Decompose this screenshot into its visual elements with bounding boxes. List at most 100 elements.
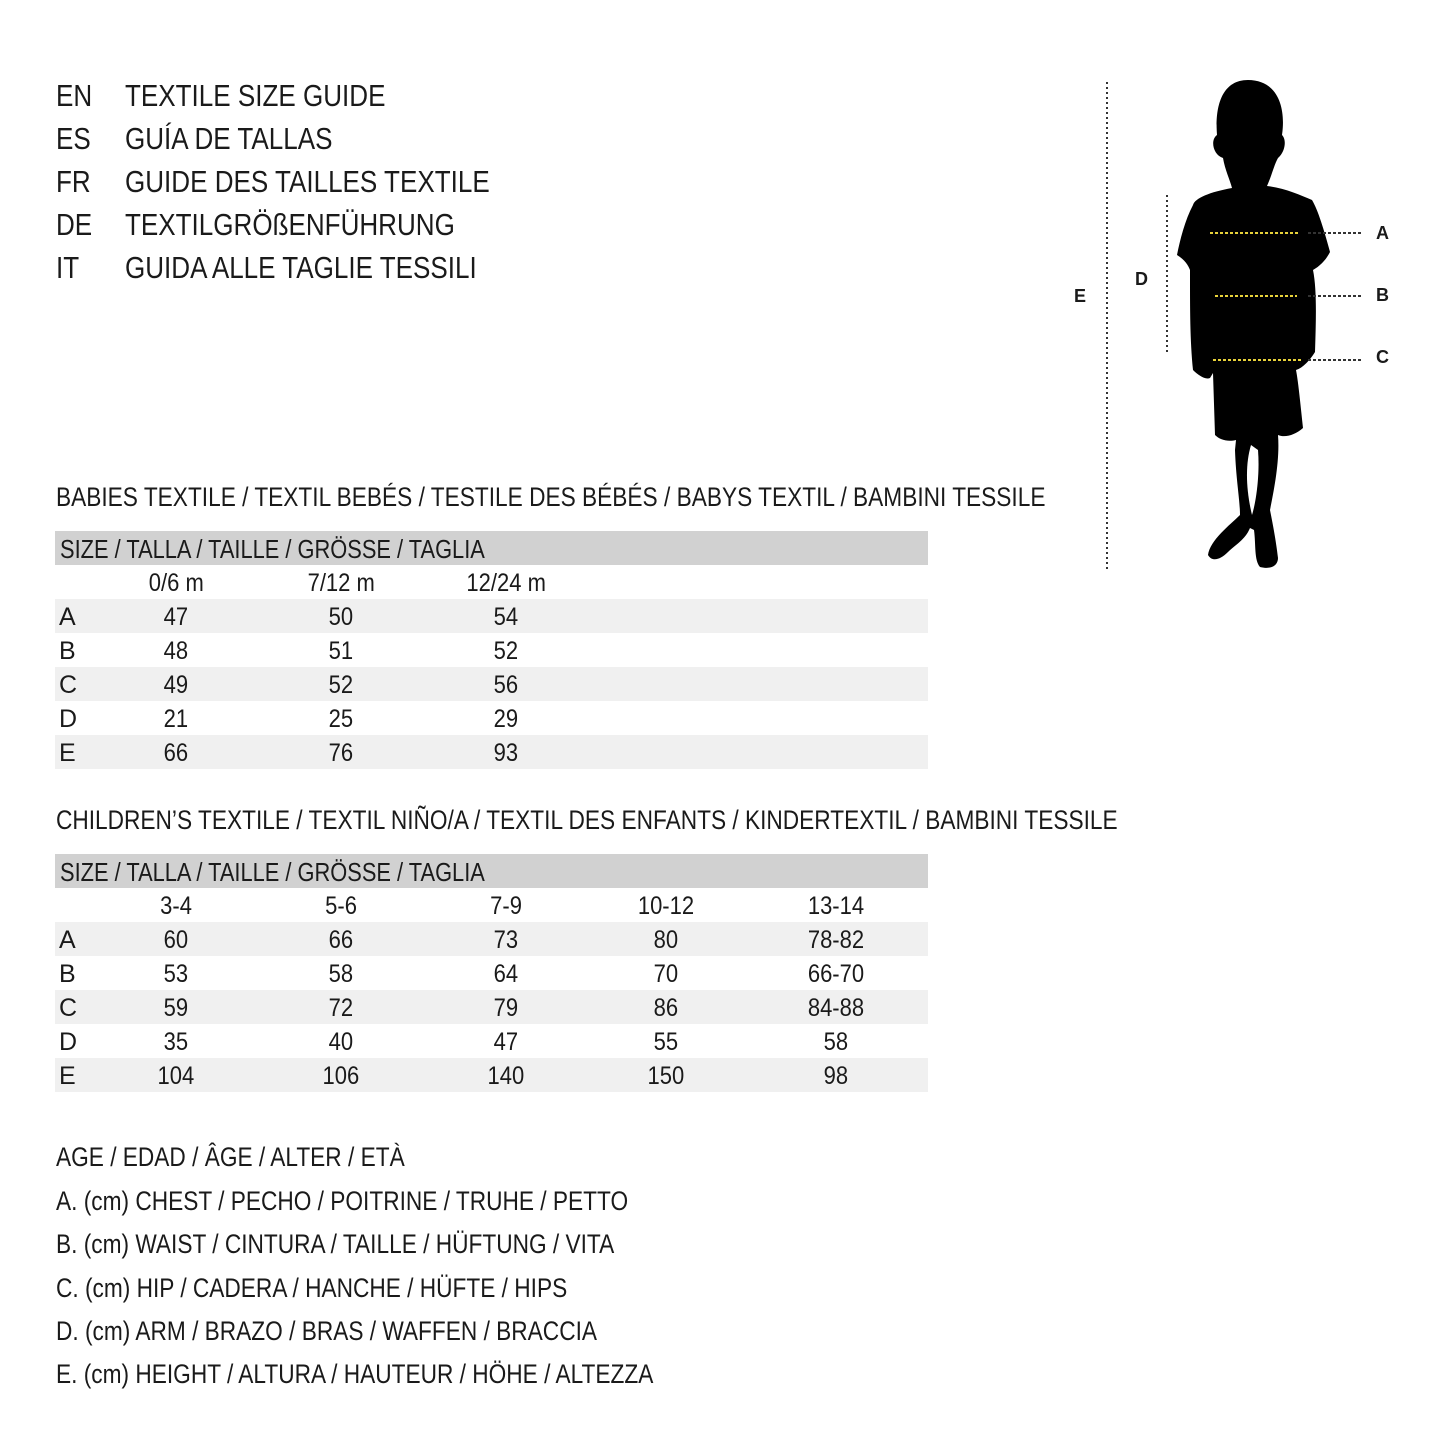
row-label: D: [59, 1028, 78, 1056]
table-row: C 49 52 56: [55, 667, 928, 701]
table-cell: 66: [163, 739, 189, 767]
table-cell: 51: [328, 637, 354, 665]
column-header: 12/24 m: [466, 569, 546, 597]
table-cell: 73: [493, 926, 519, 954]
table-cell: 53: [163, 960, 189, 988]
table-cell: 56: [493, 671, 519, 699]
table-cell: 52: [328, 671, 354, 699]
lang-code: DE: [56, 207, 93, 242]
table-row: E 66 76 93: [55, 735, 928, 769]
column-header: 10-12: [637, 892, 695, 920]
babies-heading: BABIES TEXTILE / TEXTIL BEBÉS / TESTILE …: [56, 482, 1234, 513]
row-label: A: [59, 603, 76, 631]
table-cell: 58: [328, 960, 354, 988]
children-size-table: SIZE / TALLA / TAILLE / GRÖSSE / TAGLIA …: [55, 854, 928, 1092]
table-cell: 93: [493, 739, 519, 767]
column-header: 3-4: [160, 892, 192, 920]
table-cell: 98: [823, 1062, 849, 1090]
table-cell: 78-82: [807, 926, 865, 954]
table-row: C 59 72 79 86 84-88: [55, 990, 928, 1024]
table-cell: 58: [823, 1028, 849, 1056]
label-c: C: [1376, 347, 1389, 367]
title-text: GUIDA ALLE TAGLIE TESSILI: [125, 250, 477, 285]
table-cell: 50: [328, 603, 354, 631]
table-cell: 35: [163, 1028, 189, 1056]
column-header: 0/6 m: [148, 569, 204, 597]
table-cell: 66: [328, 926, 354, 954]
lang-code: IT: [56, 250, 80, 285]
size-header: SIZE / TALLA / TAILLE / GRÖSSE / TAGLIA: [55, 531, 928, 565]
table-cell: 47: [493, 1028, 519, 1056]
column-header: 7-9: [490, 892, 522, 920]
children-heading: CHILDREN’S TEXTILE / TEXTIL NIÑO/A / TEX…: [56, 805, 1320, 836]
table-cell: 21: [163, 705, 189, 733]
table-cell: 104: [157, 1062, 195, 1090]
legend-height: E. (cm) HEIGHT / ALTURA / HAUTEUR / HÖHE…: [56, 1359, 654, 1389]
heading-text: CHILDREN’S TEXTILE / TEXTIL NIÑO/A / TEX…: [56, 805, 1118, 835]
table-cell: 150: [647, 1062, 685, 1090]
table-cell: 29: [493, 705, 519, 733]
table-cell: 25: [328, 705, 354, 733]
table-cell: 55: [653, 1028, 679, 1056]
title-text: GUÍA DE TALLAS: [125, 121, 333, 156]
column-header-row: 3-4 5-6 7-9 10-12 13-14: [55, 888, 928, 922]
table-cell: 48: [163, 637, 189, 665]
table-cell: 54: [493, 603, 519, 631]
table-cell: 59: [163, 994, 189, 1022]
legend-waist: B. (cm) WAIST / CINTURA / TAILLE / HÜFTU…: [56, 1229, 615, 1259]
table-row: A 47 50 54: [55, 599, 928, 633]
table-cell: 106: [322, 1062, 360, 1090]
row-label: C: [59, 994, 78, 1022]
table-row: D 35 40 47 55 58: [55, 1024, 928, 1058]
column-header: 5-6: [325, 892, 357, 920]
row-label: C: [59, 671, 78, 699]
table-cell: 40: [328, 1028, 354, 1056]
child-silhouette-figure: A B C D E: [1060, 70, 1400, 580]
label-a: A: [1376, 223, 1389, 243]
legend-chest: A. (cm) CHEST / PECHO / POITRINE / TRUHE…: [56, 1186, 629, 1216]
child-silhouette-icon: [1106, 80, 1362, 572]
title-text: TEXTILE SIZE GUIDE: [125, 78, 386, 113]
table-row: D 21 25 29: [55, 701, 928, 735]
row-label: B: [59, 960, 76, 988]
lang-code: EN: [56, 78, 93, 113]
row-label: A: [59, 926, 76, 954]
table-cell: 79: [493, 994, 519, 1022]
legend-age: AGE / EDAD / ÂGE / ALTER / ETÀ: [56, 1142, 405, 1172]
title-text: TEXTILGRÖßENFÜHRUNG: [125, 207, 455, 242]
label-e: E: [1074, 286, 1087, 306]
table-cell: 49: [163, 671, 189, 699]
table-cell: 80: [653, 926, 679, 954]
row-label: E: [59, 1062, 76, 1090]
legend-hip: C. (cm) HIP / CADERA / HANCHE / HÜFTE / …: [56, 1273, 568, 1303]
heading-text: BABIES TEXTILE / TEXTIL BEBÉS / TESTILE …: [56, 482, 1046, 512]
table-row: B 48 51 52: [55, 633, 928, 667]
title-text: GUIDE DES TAILLES TEXTILE: [125, 164, 490, 199]
column-header-row: 0/6 m 7/12 m 12/24 m: [55, 565, 928, 599]
table-cell: 84-88: [807, 994, 865, 1022]
table-cell: 47: [163, 603, 189, 631]
table-row: E 104 106 140 150 98: [55, 1058, 928, 1092]
row-label: E: [59, 739, 76, 767]
table-cell: 60: [163, 926, 189, 954]
table-cell: 52: [493, 637, 519, 665]
column-header: 7/12 m: [307, 569, 375, 597]
table-cell: 72: [328, 994, 354, 1022]
table-row: A 60 66 73 80 78-82: [55, 922, 928, 956]
babies-size-table: SIZE / TALLA / TAILLE / GRÖSSE / TAGLIA …: [55, 531, 928, 769]
size-header: SIZE / TALLA / TAILLE / GRÖSSE / TAGLIA: [55, 854, 928, 888]
table-row: B 53 58 64 70 66-70: [55, 956, 928, 990]
table-cell: 140: [487, 1062, 525, 1090]
table-cell: 70: [653, 960, 679, 988]
table-cell: 86: [653, 994, 679, 1022]
table-cell: 76: [328, 739, 354, 767]
lang-code: ES: [56, 121, 91, 156]
size-header-text: SIZE / TALLA / TAILLE / GRÖSSE / TAGLIA: [60, 534, 485, 564]
table-cell: 64: [493, 960, 519, 988]
label-b: B: [1376, 285, 1389, 305]
column-header: 13-14: [807, 892, 865, 920]
lang-code: FR: [56, 164, 91, 199]
size-header-text: SIZE / TALLA / TAILLE / GRÖSSE / TAGLIA: [60, 857, 485, 887]
table-cell: 66-70: [807, 960, 865, 988]
legend-arm: D. (cm) ARM / BRAZO / BRAS / WAFFEN / BR…: [56, 1316, 597, 1346]
